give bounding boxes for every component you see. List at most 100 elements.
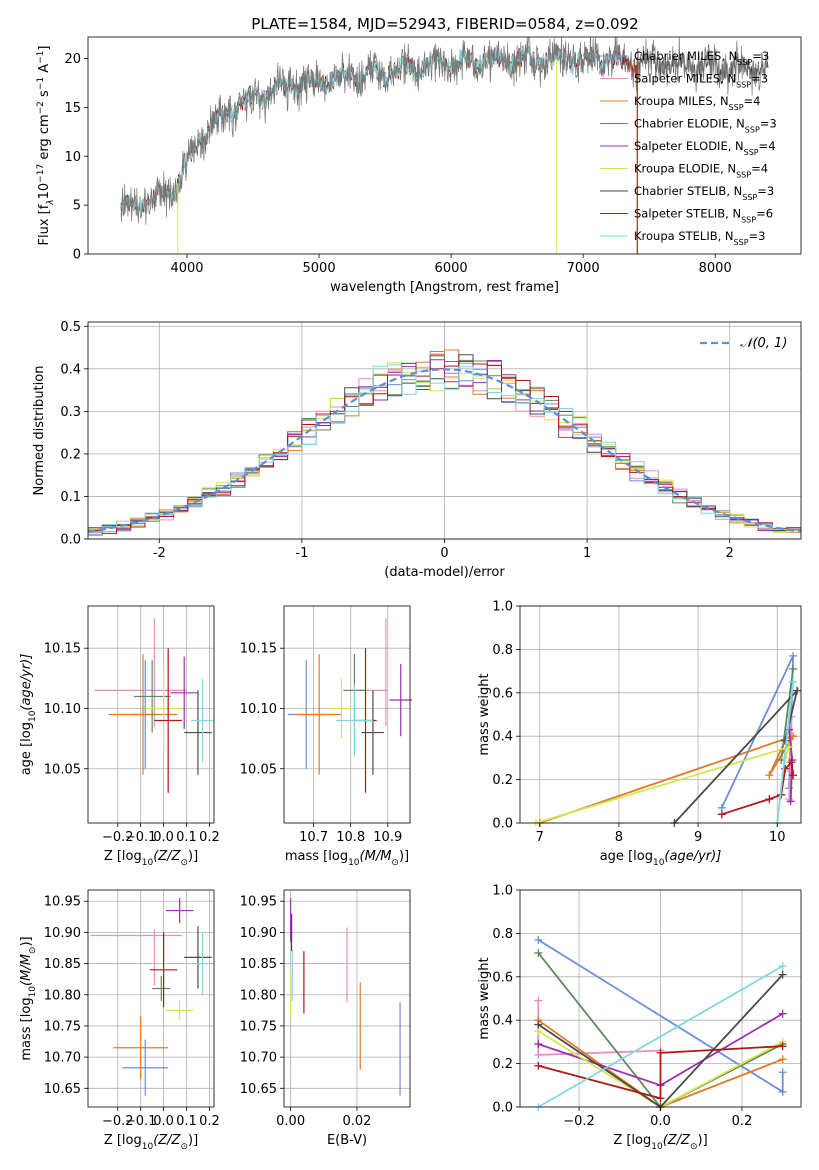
mass-weight-line (776, 681, 794, 824)
y-tick-label: 10.05 (240, 762, 277, 777)
x-tick-label: 0.02 (342, 1114, 371, 1129)
mass-weight-point (778, 1009, 787, 1018)
age_vs_Z-frame (87, 605, 215, 824)
mass-weight-point (778, 970, 787, 979)
mass_weight_vs_Z-ylabel: mass weight (477, 957, 492, 1039)
y-tick-label: 10.80 (44, 988, 81, 1003)
mass-weight-point (787, 758, 796, 767)
y-tick-label: 5 (73, 199, 81, 214)
spectrum-frame (87, 36, 802, 255)
mass-weight-point (656, 1048, 665, 1057)
mass-weight-point (534, 996, 543, 1005)
age_vs_mass-frame (283, 605, 411, 824)
y-tick-label: 0.0 (60, 533, 81, 548)
residual-histogram (88, 364, 801, 536)
mass-weight-point (534, 948, 543, 957)
legend-label: Kroupa STELIB, NSSP=3 (634, 229, 765, 247)
mass_vs_EBV-xlabel: E(B-V) (327, 1133, 367, 1148)
age_vs_Z-ylabel: age [log10(age/yr)] (19, 654, 38, 776)
y-tick-label: 10.85 (240, 957, 277, 972)
spectrum-marks (120, 37, 769, 254)
y-tick-label: 10.85 (44, 957, 81, 972)
mass-weight-point (656, 1094, 665, 1103)
legend-label: Salpeter STELIB, NSSP=6 (634, 207, 773, 225)
mass-weight-line (537, 965, 784, 1108)
mass-weight-point (765, 771, 774, 780)
mass-weight-point (793, 686, 802, 695)
mass_vs_Z-frame (87, 889, 215, 1108)
legend-label: Chabrier ELODIE, NSSP=3 (634, 117, 777, 135)
x-tick-label: 10.7 (299, 830, 328, 845)
x-tick-label: 10.8 (336, 830, 365, 845)
x-tick-label: 7000 (567, 261, 600, 276)
mass_weight_vs_age-panel: 7 8 9 10 0.0 0.2 0.4 0.6 0.8 1.0 age [log10(age/yr… (477, 600, 802, 868)
residuals-xlabel: (data-model)/error (384, 565, 505, 580)
mass-weight-point (789, 651, 798, 660)
mass-weight-point (778, 1042, 787, 1051)
x-tick-label: 8 (615, 830, 623, 845)
residuals-panel: -2 -1 0 1 2 0.0 0.1 0.2 0.3 0.4 0.5 (data-model)/er… (32, 320, 802, 580)
y-tick-label: 0.0 (492, 1101, 513, 1116)
y-tick-label: 10.90 (44, 926, 81, 941)
figure-title: PLATE=1584, MJD=52943, FIBERID=0584, z=0… (251, 15, 638, 33)
mass-weight-point (789, 677, 798, 686)
spectrum-panel: 4000 5000 6000 7000 8000 0 5 10 15 20 wavelength [… (36, 36, 802, 295)
y-tick-label: 10.65 (240, 1082, 277, 1097)
x-tick-label: 10 (769, 830, 786, 845)
age_vs_mass-xlabel: mass [log10(M/M⊙)] (285, 849, 409, 868)
mass-weight-line (780, 668, 794, 761)
mass_vs_Z-marks (90, 898, 212, 1096)
y-tick-label: 1.0 (492, 884, 513, 899)
legend-label: Chabrier MILES, NSSP=3 (634, 49, 769, 67)
y-tick-label: 15 (64, 101, 81, 116)
x-tick-label: 9 (694, 830, 702, 845)
x-tick-label: −0.2 (102, 830, 134, 845)
mass-weight-point (534, 1050, 543, 1059)
y-tick-label: 20 (64, 52, 81, 67)
y-tick-label: 10 (64, 150, 81, 165)
mass-weight-point (717, 810, 726, 819)
mass-weight-point (789, 664, 798, 673)
y-tick-label: 10.65 (44, 1082, 81, 1097)
mass_weight_vs_age-ylabel: mass weight (477, 673, 492, 755)
x-tick-label: 2 (726, 546, 734, 561)
y-tick-label: 0.4 (492, 730, 513, 745)
x-tick-label: 0.0 (153, 830, 174, 845)
y-tick-label: 10.95 (44, 895, 81, 910)
x-tick-label: 5000 (303, 261, 336, 276)
x-tick-label: 0.1 (176, 830, 197, 845)
y-tick-label: 10.70 (240, 1051, 277, 1066)
y-tick-label: 0.2 (60, 447, 81, 462)
y-tick-label: 1.0 (492, 600, 513, 615)
mass_weight_vs_age-frame (519, 605, 802, 824)
mass_vs_Z-background (88, 890, 214, 1107)
x-tick-label: 8000 (699, 261, 732, 276)
y-tick-label: 0.4 (60, 362, 81, 377)
legend-label: Kroupa MILES, NSSP=4 (634, 94, 760, 112)
mass-weight-point (786, 797, 795, 806)
x-tick-label: 10.9 (373, 830, 402, 845)
mass_weight_vs_age-background (520, 606, 801, 823)
y-tick-label: 10.05 (44, 762, 81, 777)
x-tick-label: −0.1 (125, 1114, 157, 1129)
mass_vs_Z-ylabel: mass [log10(M/M⊙)] (19, 936, 38, 1060)
mass_vs_EBV-frame (283, 889, 411, 1108)
spectrum-legend: Chabrier MILES, NSSP=3 Salpeter MILES, NS… (600, 49, 777, 247)
mass_weight_vs_Z-frame (519, 889, 802, 1108)
mass-weight-point (534, 1040, 543, 1049)
legend-label: Kroupa ELODIE, NSSP=4 (634, 162, 768, 180)
residuals-marks (88, 349, 801, 537)
mass-weight-point (534, 1020, 543, 1029)
x-tick-label: 0.2 (199, 1114, 220, 1129)
x-tick-label: -2 (153, 546, 166, 561)
age_vs_Z-panel: −0.2−0.10.0 0.1 0.2 10.05 10.10 10.15 Z [log10… (19, 605, 220, 868)
y-tick-label: 10.15 (240, 642, 277, 657)
x-tick-label: −0.1 (125, 830, 157, 845)
y-tick-label: 10.80 (240, 988, 277, 1003)
x-tick-label: 1 (583, 546, 591, 561)
mass_weight_vs_Z-xlabel: Z [log10(Z/Z⊙)] (613, 1133, 707, 1152)
mass-weight-point (765, 795, 774, 804)
age_vs_Z-marks (94, 618, 214, 793)
legend-label: Chabrier STELIB, NSSP=3 (634, 184, 774, 202)
